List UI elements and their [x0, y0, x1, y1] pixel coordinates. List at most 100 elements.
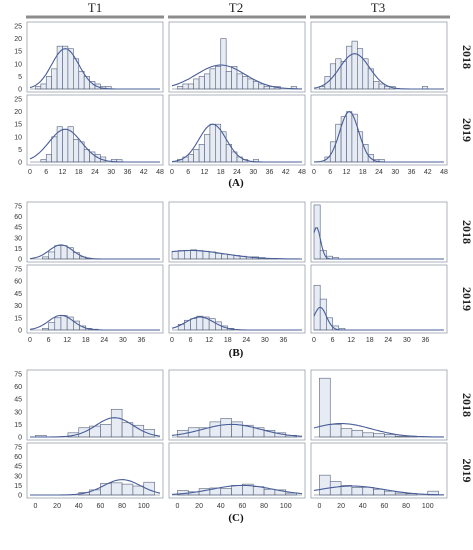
histogram-bar [35, 86, 42, 90]
y-tick-label: 25 [14, 24, 22, 31]
y-tick-label: 60 [14, 279, 22, 286]
x-tick-label: 40 [359, 503, 367, 510]
density-curve [314, 111, 444, 163]
histogram-bar [48, 251, 56, 260]
histogram-bar [190, 249, 198, 260]
x-tick-label: 0 [312, 169, 316, 176]
histogram-bar [209, 68, 216, 90]
histogram-bar [252, 81, 259, 90]
y-tick-label: 15 [14, 483, 22, 490]
y-tick-label: 15 [14, 422, 22, 429]
x-tick-label: 18 [82, 337, 90, 344]
histogram-bar [66, 247, 74, 260]
density-curve [171, 123, 302, 163]
histogram-bar [198, 76, 205, 90]
panel-label: (B) [229, 347, 244, 359]
histogram-bar [100, 424, 112, 438]
histogram-bar [40, 159, 47, 163]
histogram-bar [220, 488, 232, 496]
density-curve [313, 423, 445, 438]
y-tick-label: 10 [14, 134, 22, 141]
histogram-bar [351, 487, 364, 496]
histogram-bar [378, 83, 385, 90]
y-tick-label: 20 [14, 36, 22, 43]
x-tick-label: 40 [217, 503, 225, 510]
x-tick-label: 30 [107, 169, 115, 176]
row-label-2019: 2019 [460, 459, 473, 483]
histogram-bar [384, 490, 396, 496]
x-tick-label: 80 [118, 503, 126, 510]
x-tick-label: 36 [422, 337, 430, 344]
density-curve [29, 48, 160, 90]
x-tick-label: 48 [156, 169, 164, 176]
density-curve [313, 53, 444, 90]
histogram-bar [177, 86, 184, 90]
density-curve [30, 479, 161, 496]
x-tick-label: 42 [140, 169, 148, 176]
y-tick-label: 75 [14, 445, 22, 452]
x-tick-label: 0 [28, 169, 32, 176]
histogram-bar [329, 424, 342, 438]
x-tick-label: 0 [28, 337, 32, 344]
density-curve [29, 314, 160, 331]
y-tick-label: 30 [14, 235, 22, 242]
histogram-bar [198, 144, 205, 163]
x-tick-label: 30 [249, 169, 257, 176]
histogram-bar [42, 256, 49, 260]
histogram-bar [326, 317, 333, 331]
column-label-t1: T1 [88, 0, 102, 15]
x-tick-label: 0 [170, 337, 174, 344]
panel-2: 2018 0 15 30 45 60 75 2019 0 15 30 45 60 75 0 20 40 60 80 1… [14, 369, 473, 524]
x-tick-label: 0 [317, 503, 321, 510]
panel-label: (A) [228, 177, 244, 189]
y-tick-label: 60 [14, 454, 22, 461]
x-tick-label: 6 [189, 337, 193, 344]
histogram-bar [184, 250, 191, 260]
histogram-bar [346, 111, 353, 163]
histogram-bar [209, 123, 216, 163]
histogram-bar [236, 73, 243, 90]
histogram-bar [132, 485, 145, 496]
density-curve [313, 485, 444, 496]
density-curve [29, 128, 160, 163]
x-tick-label: 24 [384, 337, 392, 344]
x-tick-label: 42 [424, 169, 432, 176]
histogram-bar [202, 250, 210, 260]
y-tick-label: 0 [18, 160, 22, 167]
x-tick-label: 36 [266, 169, 274, 176]
histogram-bar [231, 485, 243, 496]
x-tick-label: 24 [233, 169, 241, 176]
row-label-2018: 2018 [460, 220, 473, 244]
column-label-t3: T3 [371, 0, 385, 15]
histogram-bar [196, 250, 204, 260]
x-tick-label: 60 [97, 503, 105, 510]
histogram-bar [54, 317, 62, 331]
histogram-bar [45, 76, 52, 90]
panel-0: 2018 0 5 10 15 20 25 2019 0 5 10 15 20 25 0 6 12 18 24 30 36… [14, 21, 473, 189]
x-tick-label: 18 [366, 337, 374, 344]
histogram-bar [319, 474, 331, 496]
histogram-bar [215, 253, 222, 260]
histogram-bar [121, 483, 134, 496]
histogram-bar [362, 432, 374, 438]
y-tick-label: 15 [14, 315, 22, 322]
x-tick-label: 40 [75, 503, 83, 510]
x-tick-label: 12 [343, 169, 351, 176]
y-tick-label: 0 [18, 87, 22, 94]
histogram-bar [51, 68, 58, 90]
histogram-bar [247, 78, 254, 90]
density-curve [171, 249, 302, 260]
y-tick-label: 0 [18, 328, 22, 335]
plot-frame [310, 264, 448, 334]
histogram-bar [187, 83, 194, 90]
density-curve [29, 244, 160, 260]
x-tick-label: 100 [280, 503, 292, 510]
y-tick-label: 5 [18, 147, 22, 154]
density-curve [30, 417, 161, 438]
x-tick-label: 36 [280, 337, 288, 344]
x-tick-label: 6 [331, 337, 335, 344]
x-tick-label: 12 [63, 337, 71, 344]
x-tick-label: 24 [375, 169, 383, 176]
y-tick-label: 10 [14, 61, 22, 68]
